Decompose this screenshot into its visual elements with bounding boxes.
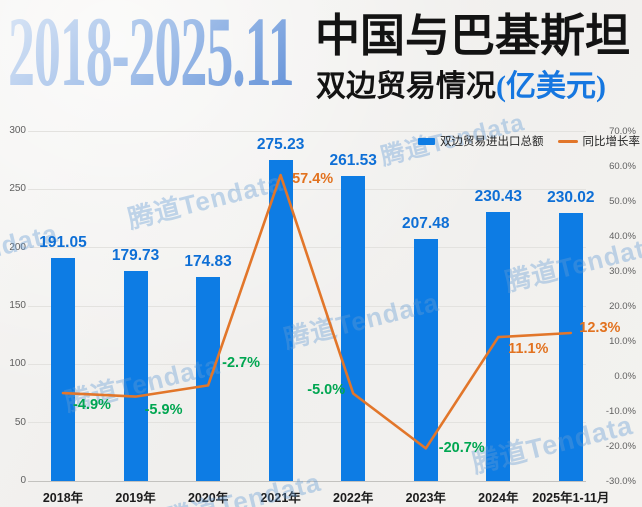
right-axis-tick-0.0%: 0.0%: [614, 370, 636, 382]
right-axis-tick-70.0%: 70.0%: [609, 125, 636, 137]
gridline: [28, 188, 586, 190]
x-axis-line: [28, 480, 586, 482]
bar-value-2019年: 179.73: [111, 247, 160, 265]
gridline: [28, 130, 586, 132]
right-axis-tick-30.0%: 30.0%: [609, 265, 636, 277]
chart-legend: 双边贸易进出口总额 同比增长率: [418, 133, 640, 149]
bar-2022年: [341, 175, 366, 481]
bar-value-2018年: 191.05: [39, 234, 87, 252]
right-axis-tick-40.0%: 40.0%: [609, 230, 636, 242]
right-axis-tick-60.0%: 60.0%: [609, 160, 636, 172]
x-axis-label-2021年: 2021年: [260, 491, 301, 505]
left-axis-tick-100: 100: [9, 358, 26, 370]
gridline: [28, 247, 586, 249]
right-axis-tick-10.0%: 10.0%: [609, 335, 636, 347]
growth-label-2023年: -20.7%: [438, 440, 485, 457]
right-axis-tick--30.0%: -30.0%: [605, 475, 636, 487]
growth-label-2020年: -2.7%: [222, 355, 261, 372]
bar-2019年: [123, 271, 148, 481]
bar-2021年: [268, 159, 293, 481]
growth-label-2024年: 11.1%: [508, 341, 549, 358]
x-axis-label-2025年1-11月: 2025年1-11月: [532, 491, 610, 505]
x-axis-label-2023年: 2023年: [405, 491, 446, 505]
growth-label-2019年: -5.9%: [144, 401, 183, 418]
line-series-swatch-icon: [557, 139, 578, 143]
bar-value-2023年: 207.48: [402, 214, 450, 232]
right-axis-tick-20.0%: 20.0%: [609, 300, 636, 312]
title-main: 中国与巴基斯坦: [315, 11, 631, 61]
bar-value-2021年: 275.23: [256, 135, 305, 153]
gridline: [28, 422, 586, 424]
growth-label-2018年: -4.9%: [73, 397, 111, 414]
bar-value-2020年: 174.83: [184, 253, 232, 271]
left-axis-tick-250: 250: [9, 183, 26, 195]
bar-value-2022年: 261.53: [329, 151, 377, 169]
gridline: [28, 305, 586, 307]
legend-bar-label: 双边贸易进出口总额: [440, 136, 544, 148]
bar-2023年: [413, 238, 438, 481]
left-axis-tick-50: 50: [14, 416, 26, 428]
x-axis-label-2020年: 2020年: [187, 491, 229, 505]
bar-value-2024年: 230.43: [474, 188, 522, 206]
bar-2024年: [486, 212, 511, 481]
left-axis-tick-150: 150: [9, 300, 26, 311]
gridline: [28, 363, 586, 365]
left-axis-tick-0: 0: [20, 475, 26, 486]
right-axis-tick--10.0%: -10.0%: [605, 405, 636, 417]
legend-item-bar-series[interactable]: 双边贸易进出口总额: [418, 133, 544, 149]
right-axis-tick-50.0%: 50.0%: [609, 195, 636, 207]
legend-line-label: 同比增长率: [582, 136, 641, 148]
growth-label-2021年: 57.4%: [292, 171, 334, 188]
bar-series-swatch-icon: [418, 137, 435, 145]
title-year-range: 2018-2025.11: [8, 0, 295, 107]
bar-2018年: [51, 258, 75, 481]
title-subtitle: 双边贸易情况(亿美元): [316, 68, 606, 106]
x-axis-label-2018年: 2018年: [42, 491, 84, 505]
growth-label-2025年1-11月: 12.3%: [579, 319, 621, 336]
bar-2020年: [196, 277, 221, 481]
right-axis-tick--20.0%: -20.0%: [605, 440, 636, 452]
title-unit: (亿美元): [496, 70, 606, 103]
bar-value-2025年1-11月: 230.02: [547, 188, 595, 206]
bar-2025年1-11月: [558, 212, 583, 481]
left-axis-tick-200: 200: [9, 241, 26, 253]
growth-label-2022年: -5.0%: [307, 381, 346, 398]
legend-item-line-series[interactable]: 同比增长率: [557, 133, 641, 149]
title-subtitle-text: 双边贸易情况: [316, 70, 496, 103]
left-axis-tick-300: 300: [9, 125, 26, 136]
x-axis-label-2019年: 2019年: [115, 491, 156, 505]
x-axis-label-2024年: 2024年: [478, 491, 519, 505]
x-axis-label-2022年: 2022年: [333, 491, 374, 505]
